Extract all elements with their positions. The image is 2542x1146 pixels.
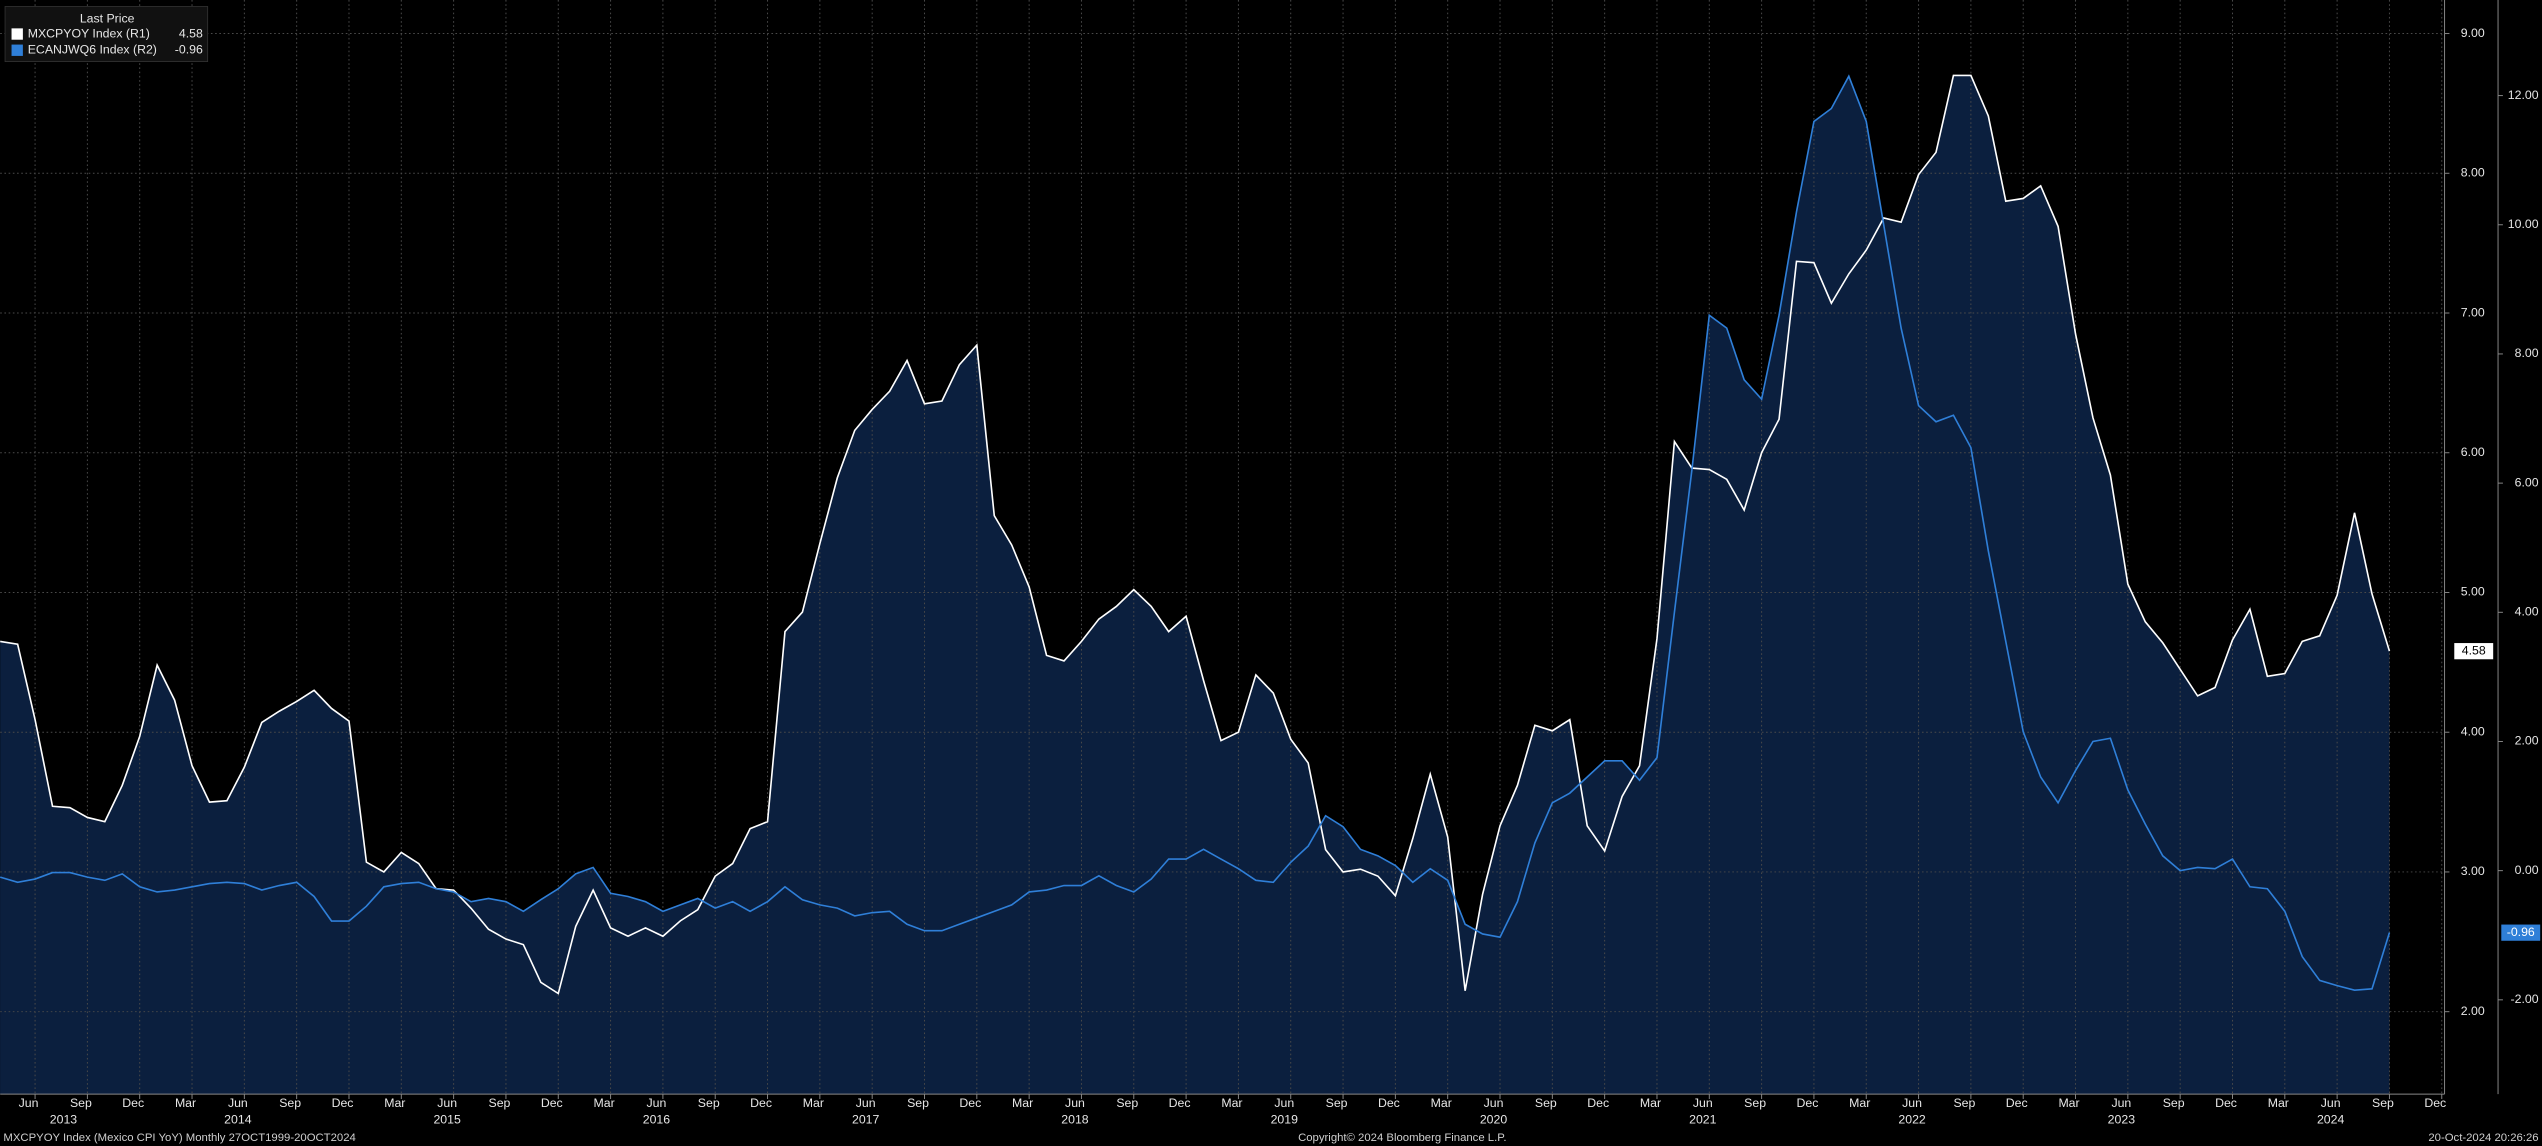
legend-title: Last Price [80,12,135,26]
x-tick-label: Dec [2006,1096,2028,1110]
x-tick-label: Sep [1326,1096,1348,1110]
x-tick-label: Mar [175,1096,196,1110]
last-value-label: -0.96 [2507,925,2535,939]
x-tick-label: Sep [70,1096,92,1110]
x-tick-label: Jun [647,1096,667,1110]
x-tick-label: Mar [1431,1096,1452,1110]
last-value-label: 4.58 [2462,643,2486,657]
legend-value: -0.96 [175,42,203,56]
legend-swatch [11,44,23,56]
x-tick-label: Jun [2321,1096,2341,1110]
x-tick-label: Dec [2215,1096,2237,1110]
x-tick-label: Mar [1849,1096,1870,1110]
x-tick-label: Dec [1797,1096,1819,1110]
x-tick-label: Jun [1484,1096,1504,1110]
y-tick-label: 3.00 [2461,864,2485,878]
x-tick-label: Mar [803,1096,824,1110]
x-year-label: 2021 [1689,1112,1717,1126]
x-tick-label: Dec [122,1096,144,1110]
x-tick-label: Sep [1116,1096,1138,1110]
legend-label: MXCPYOY Index (R1) [28,26,150,40]
x-tick-label: Dec [2424,1096,2446,1110]
legend-label: ECANJWQ6 Index (R2) [28,42,157,56]
x-tick-label: Dec [1169,1096,1191,1110]
x-tick-label: Sep [1744,1096,1766,1110]
y2-tick-label: 4.00 [2515,605,2539,619]
x-tick-label: Mar [384,1096,405,1110]
x-tick-label: Mar [1221,1096,1242,1110]
x-year-label: 2019 [1271,1112,1299,1126]
y-tick-label: 6.00 [2461,445,2485,459]
y2-tick-label: 10.00 [2508,217,2539,231]
x-tick-label: Dec [1378,1096,1400,1110]
footer-left: MXCPYOY Index (Mexico CPI YoY) Monthly 2… [3,1132,355,1144]
x-tick-label: Jun [1902,1096,1922,1110]
last-value-tag [2454,643,2494,660]
x-tick-label: Mar [2268,1096,2289,1110]
x-year-label: 2018 [1061,1112,1089,1126]
x-tick-label: Mar [1012,1096,1033,1110]
area [0,76,2390,1095]
y-tick-label: 5.00 [2461,585,2485,599]
x-tick-label: Dec [959,1096,981,1110]
x-tick-label: Mar [2058,1096,2079,1110]
x-year-label: 2022 [1898,1112,1926,1126]
x-tick-label: Dec [1587,1096,1609,1110]
x-tick-label: Jun [1065,1096,1085,1110]
line [0,74,2391,991]
y2-tick-label: 0.00 [2515,863,2539,877]
x-tick-label: Sep [698,1096,720,1110]
x-tick-label: Mar [594,1096,615,1110]
y2-tick-label: -2.00 [2511,992,2539,1006]
y2-tick-label: 2.00 [2515,734,2539,748]
x-tick-label: Jun [2111,1096,2131,1110]
x-year-label: 2016 [643,1112,671,1126]
x-year-label: 2020 [1480,1112,1508,1126]
axis-panel [2444,0,2542,1095]
x-tick-label: Jun [1693,1096,1713,1110]
y-tick-label: 7.00 [2461,305,2485,319]
y-tick-label: 4.00 [2461,724,2485,738]
last-value-tag [2501,924,2541,941]
y2-tick-label: 6.00 [2515,475,2539,489]
x-tick-label: Jun [228,1096,248,1110]
x-year-label: 2024 [2317,1112,2345,1126]
x-tick-label: Sep [1535,1096,1557,1110]
x-tick-label: Dec [541,1096,563,1110]
x-year-label: 2013 [50,1112,78,1126]
x-tick-label: Jun [856,1096,876,1110]
x-tick-label: Sep [907,1096,929,1110]
x-year-label: 2014 [224,1112,252,1126]
x-tick-label: Jun [437,1096,457,1110]
x-tick-label: Sep [489,1096,511,1110]
legend: Last Price MXCPYOY Index (R1) 4.58 ECANJWQ… [4,6,209,63]
x-year-label: 2023 [2108,1112,2136,1126]
x-year-label: 2015 [433,1112,461,1126]
footer-right: 20-Oct-2024 20:26:26 [2428,1132,2538,1144]
y2-tick-label: 12.00 [2508,88,2539,102]
line [0,74,2391,995]
x-year-label: 2017 [852,1112,880,1126]
x-tick-label: Mar [1640,1096,1661,1110]
footer-center: Copyright© 2024 Bloomberg Finance L.P. [1298,1132,1506,1144]
legend-value: 4.58 [179,26,203,40]
x-tick-label: Sep [1953,1096,1975,1110]
x-tick-label: Dec [750,1096,772,1110]
y-tick-label: 8.00 [2461,166,2485,180]
x-tick-label: Dec [332,1096,354,1110]
x-tick-label: Sep [2163,1096,2185,1110]
x-tick-label: Sep [2372,1096,2394,1110]
y-tick-label: 2.00 [2461,1004,2485,1018]
y-tick-label: 9.00 [2461,26,2485,40]
legend-box [4,6,209,63]
legend-swatch [11,28,23,40]
x-tick-label: Jun [1274,1096,1294,1110]
x-tick-label: Sep [279,1096,301,1110]
x-tick-label: Jun [19,1096,39,1110]
y2-tick-label: 8.00 [2515,346,2539,360]
